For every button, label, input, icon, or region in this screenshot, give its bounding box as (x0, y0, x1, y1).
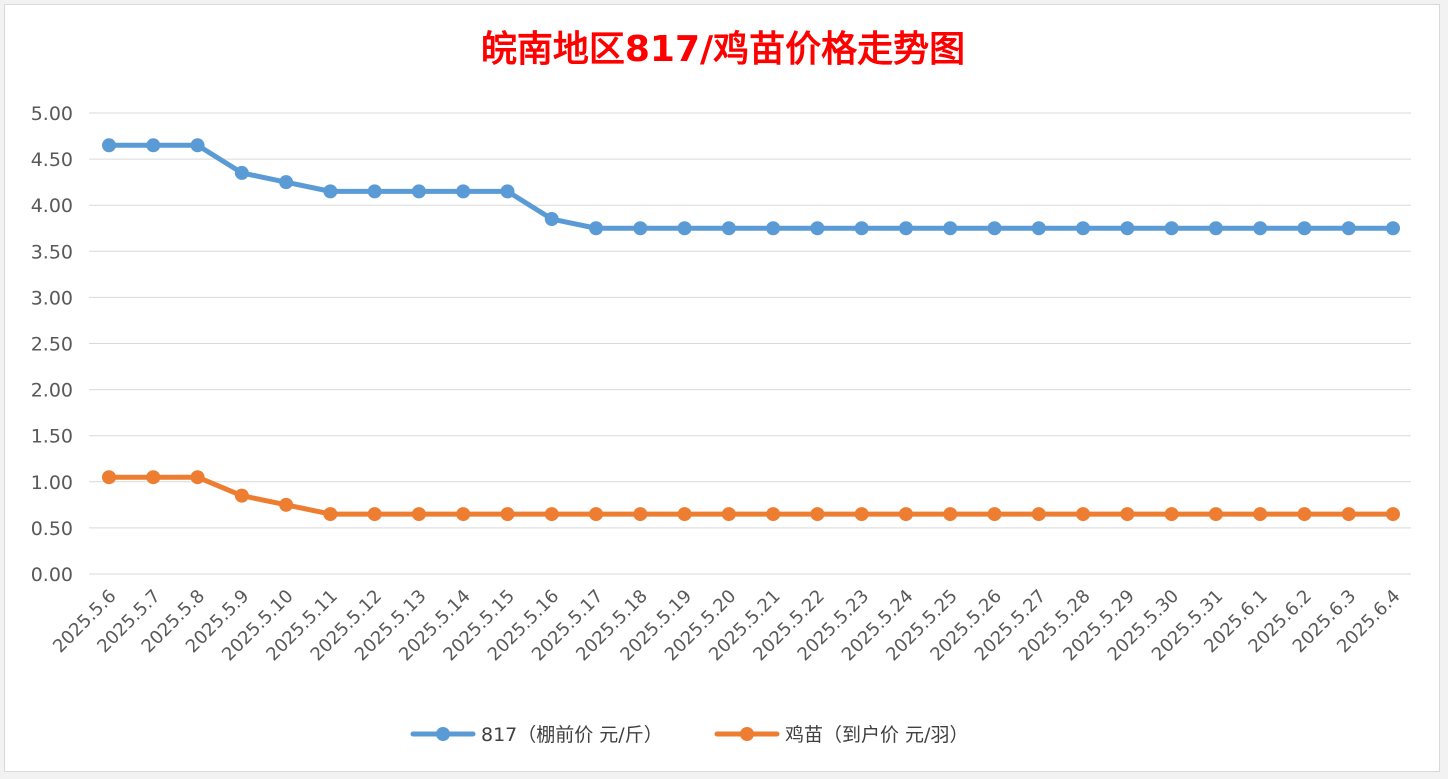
y-tick-label: 2.50 (31, 334, 73, 356)
data-point (146, 470, 161, 485)
y-tick-label: 0.00 (31, 564, 73, 586)
data-point (367, 184, 382, 199)
line-chart: 皖南地区817/鸡苗价格走势图 0.00 0.50 1.00 1.50 2.00 2.50… (31, 29, 1411, 746)
data-point (1208, 221, 1223, 236)
data-point (456, 507, 471, 522)
data-point (500, 507, 515, 522)
data-point (854, 507, 869, 522)
data-point (234, 488, 249, 503)
chart-title: 皖南地区817/鸡苗价格走势图 (481, 29, 965, 70)
y-tick-label: 0.50 (31, 518, 73, 540)
legend-item: 817（棚前价 元/斤） (410, 724, 663, 746)
data-point (943, 221, 958, 236)
data-point (1341, 507, 1356, 522)
data-point (1031, 507, 1046, 522)
data-point (411, 184, 426, 199)
chart-area: 皖南地区817/鸡苗价格走势图 0.00 0.50 1.00 1.50 2.00 2.50… (4, 4, 1440, 772)
data-point (1164, 507, 1179, 522)
data-point (854, 221, 869, 236)
data-point (633, 221, 648, 236)
y-tick-label: 3.50 (31, 241, 73, 263)
data-point (589, 221, 604, 236)
legend: 817（棚前价 元/斤） 鸡苗（到户价 元/羽） (410, 724, 968, 746)
gridlines (89, 112, 1411, 575)
y-axis-ticks: 0.00 0.50 1.00 1.50 2.00 2.50 3.00 3.50 4.00 4.50… (31, 103, 73, 586)
data-point (1297, 507, 1312, 522)
y-tick-label: 1.50 (31, 426, 73, 448)
data-point (279, 497, 294, 512)
data-point (1031, 221, 1046, 236)
data-point (1208, 507, 1223, 522)
data-point (898, 221, 913, 236)
series-line (106, 474, 1396, 517)
data-point (677, 221, 692, 236)
data-point (721, 507, 736, 522)
data-point (1386, 221, 1400, 236)
data-point (102, 138, 116, 153)
y-tick-label: 4.50 (31, 149, 73, 171)
series-2 (102, 470, 1400, 522)
y-tick-label: 1.00 (31, 472, 73, 494)
data-point (500, 184, 515, 199)
data-point (544, 507, 559, 522)
data-point (146, 138, 161, 153)
data-point (633, 507, 648, 522)
data-point (766, 221, 781, 236)
data-point (234, 165, 249, 180)
data-point (721, 221, 736, 236)
legend-label: 鸡苗（到户价 元/羽） (785, 724, 968, 746)
data-point (411, 507, 426, 522)
data-point (1253, 507, 1268, 522)
data-point (810, 221, 825, 236)
data-point (810, 507, 825, 522)
data-point (102, 470, 116, 485)
y-tick-label: 2.00 (31, 380, 73, 402)
data-point (456, 184, 471, 199)
y-tick-label: 3.00 (31, 287, 73, 309)
data-point (1076, 507, 1091, 522)
legend-label: 817（棚前价 元/斤） (481, 724, 663, 746)
data-point (766, 507, 781, 522)
data-point (1120, 507, 1135, 522)
data-point (1386, 507, 1400, 522)
data-point (323, 507, 338, 522)
y-tick-label: 4.00 (31, 195, 73, 217)
data-point (677, 507, 692, 522)
data-point (898, 507, 913, 522)
data-point (589, 507, 604, 522)
y-tick-label: 5.00 (31, 103, 73, 125)
data-point (1253, 221, 1268, 236)
data-point (1076, 221, 1091, 236)
data-point (323, 184, 338, 199)
data-point (1164, 221, 1179, 236)
series-line (106, 142, 1396, 231)
data-point (987, 507, 1002, 522)
legend-marker (436, 727, 450, 741)
data-point (987, 221, 1002, 236)
data-point (1120, 221, 1135, 236)
data-point (190, 138, 205, 153)
x-axis-ticks: 2025.5.62025.5.72025.5.82025.5.92025.5.1… (49, 586, 1405, 666)
data-point (190, 470, 205, 485)
series-1 (102, 138, 1400, 236)
data-point (367, 507, 382, 522)
data-point (1341, 221, 1356, 236)
data-point (1297, 221, 1312, 236)
series-group (102, 138, 1400, 522)
data-point (279, 175, 294, 190)
data-point (544, 212, 559, 227)
legend-item: 鸡苗（到户价 元/羽） (714, 724, 968, 746)
legend-marker (740, 727, 754, 741)
data-point (943, 507, 958, 522)
